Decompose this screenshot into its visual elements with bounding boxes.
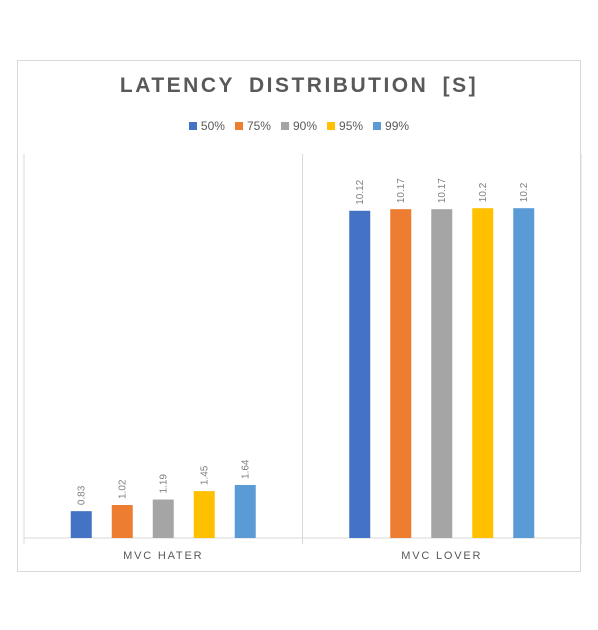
- legend-label: 90%: [292, 119, 318, 133]
- legend-label: 95%: [339, 119, 364, 133]
- bar-mvc-hater-50pct: [70, 511, 92, 538]
- data-label: 10.2: [478, 182, 489, 202]
- legend-item-90pct: 90%: [280, 119, 318, 133]
- data-label: 1.02: [118, 479, 129, 499]
- bar-mvc-hater-99pct: [234, 484, 256, 538]
- legend-label: 99%: [385, 119, 410, 133]
- legend-item-99pct: 99%: [373, 119, 409, 133]
- legend-item-50pct: 50%: [188, 119, 225, 133]
- bar-mvc-hater-90pct: [152, 499, 174, 538]
- bar-mvc-lover-95pct: [472, 208, 494, 538]
- chart-title: LATENCY DISTRIBUTION [S]: [119, 74, 479, 97]
- legend-label: 50%: [200, 119, 225, 133]
- bar-mvc-lover-50pct: [349, 210, 371, 538]
- legend-swatch: [280, 122, 289, 130]
- data-label: 10.17: [396, 178, 407, 203]
- x-tick-label: MVC LOVER: [401, 550, 482, 562]
- legend-swatch: [373, 122, 382, 130]
- legend-swatch: [234, 122, 243, 130]
- legend-swatch: [188, 122, 197, 130]
- data-label: 10.2: [519, 182, 530, 202]
- data-label: 10.17: [437, 178, 448, 203]
- legend-item-75pct: 75%: [234, 119, 271, 133]
- data-label: 1.64: [241, 459, 252, 479]
- legend-item-95pct: 95%: [327, 119, 363, 133]
- legend-swatch: [327, 122, 336, 130]
- data-label: 0.83: [77, 485, 88, 505]
- x-tick-label: MVC HATER: [123, 550, 203, 562]
- bar-mvc-lover-90pct: [431, 209, 453, 539]
- chart-legend: 50% 75% 90% 95% 99%: [0, 119, 598, 133]
- data-label: 10.12: [355, 179, 366, 204]
- data-label: 1.45: [200, 465, 211, 485]
- bar-mvc-lover-75pct: [390, 209, 412, 539]
- bar-mvc-hater-95pct: [193, 491, 215, 538]
- legend-label: 75%: [246, 119, 271, 133]
- data-label: 1.19: [159, 474, 170, 494]
- bar-mvc-lover-99pct: [513, 208, 535, 538]
- bar-mvc-hater-75pct: [111, 505, 133, 538]
